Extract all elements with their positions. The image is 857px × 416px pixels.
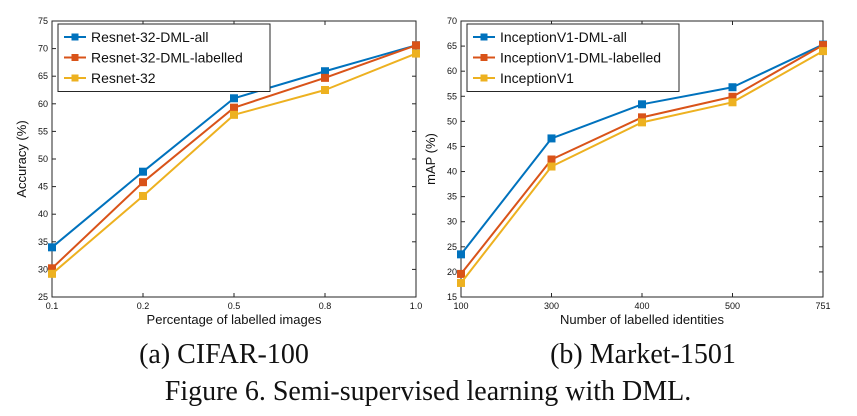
data-point (457, 278, 465, 287)
chart-market-1501: 15 20 25 30 35 40 45 50 55 60 65 70 100 300 400 500 751 N… (423, 16, 831, 327)
data-point (321, 67, 329, 76)
data-point (321, 73, 329, 82)
data-point (230, 94, 238, 103)
data-point (547, 155, 556, 164)
x-tick-label: 0.1 (46, 301, 59, 311)
y-tick-label: 25 (38, 292, 48, 302)
y-tick-label: 55 (447, 91, 457, 101)
legend-label: InceptionV1-DML-all (500, 29, 627, 45)
data-point (638, 100, 646, 109)
y-tick-label: 35 (38, 237, 48, 247)
x-tick-label: 300 (544, 301, 559, 311)
x-tick-label: 0.2 (137, 301, 150, 311)
data-point (412, 49, 420, 58)
data-point (321, 86, 329, 94)
y-axis-label: Accuracy (%) (14, 120, 29, 197)
data-point (728, 83, 737, 92)
x-tick-label: 500 (725, 301, 740, 311)
x-tick-label: 751 (815, 301, 830, 311)
y-tick-label: 50 (447, 116, 457, 126)
y-tick-label: 75 (38, 16, 48, 26)
data-point (412, 41, 420, 50)
data-point (139, 178, 147, 187)
legend-marker (71, 54, 79, 61)
y-tick-label: 30 (38, 264, 48, 274)
y-tick-label: 65 (38, 71, 48, 81)
data-point (139, 167, 147, 176)
y-tick-label: 15 (447, 292, 457, 302)
y-tick-label: 20 (447, 267, 457, 277)
legend-marker (480, 74, 488, 82)
x-axis-label: Percentage of labelled images (147, 312, 322, 327)
legend-marker (480, 33, 488, 41)
legend-marker (71, 74, 79, 82)
legend-box (466, 23, 680, 92)
y-tick-label: 60 (38, 99, 48, 109)
data-point (139, 191, 147, 200)
y-tick-label: 65 (447, 41, 457, 51)
legend-label: Resnet-32 (91, 70, 156, 86)
data-point (48, 269, 56, 278)
data-point (230, 103, 238, 112)
y-tick-label: 70 (38, 44, 48, 54)
legend-label: Resnet-32-DML-labelled (91, 50, 243, 66)
x-tick-label: 1.0 (410, 301, 423, 311)
chart-cifar-100: 25 30 35 40 45 50 55 60 65 70 75 0.1 0.2 0.5 0.8 1.0 Per… (14, 16, 422, 327)
y-tick-label: 40 (38, 209, 48, 219)
figure-caption: Figure 6. Semi-supervised learning with … (165, 376, 691, 407)
data-point (638, 118, 646, 127)
data-point (547, 134, 556, 143)
data-point (48, 243, 56, 252)
x-tick-label: 0.8 (319, 301, 332, 311)
y-tick-label: 40 (447, 167, 457, 177)
x-tick-label: 100 (453, 301, 468, 311)
y-tick-label: 25 (447, 242, 457, 252)
data-point (547, 162, 556, 171)
y-tick-label: 35 (447, 192, 457, 202)
data-point (457, 250, 465, 259)
caption-market-1501: (b) Market-1501 (550, 339, 736, 370)
x-axis-label: Number of labelled identities (560, 312, 725, 327)
y-tick-label: 55 (38, 126, 48, 136)
data-point (457, 269, 465, 278)
y-axis-label: mAP (%) (423, 133, 438, 185)
y-tick-label: 45 (38, 182, 48, 192)
data-point (230, 110, 238, 119)
y-tick-label: 60 (447, 66, 457, 76)
legend-marker (480, 54, 488, 61)
y-tick-label: 45 (447, 141, 457, 151)
y-tick-label: 70 (447, 16, 457, 26)
x-tick-label: 0.5 (228, 301, 241, 311)
legend-marker (71, 33, 79, 41)
legend-label: InceptionV1-DML-labelled (500, 50, 661, 66)
y-tick-label: 50 (38, 154, 48, 164)
y-tick-label: 30 (447, 217, 457, 227)
x-tick-label: 400 (634, 301, 649, 311)
legend-label: Resnet-32-DML-all (91, 29, 208, 45)
legend-label: InceptionV1 (500, 70, 574, 86)
data-point (819, 47, 827, 56)
caption-cifar-100: (a) CIFAR-100 (139, 339, 309, 370)
data-point (728, 98, 737, 107)
legend-box (57, 23, 271, 92)
